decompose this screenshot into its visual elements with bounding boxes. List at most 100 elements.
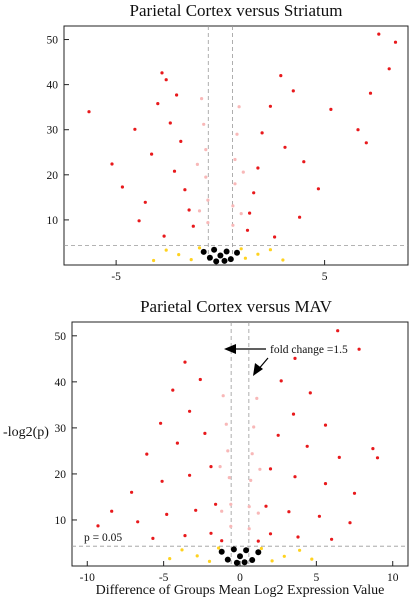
- x-tick-label: 5: [322, 271, 328, 283]
- data-point: [231, 204, 235, 208]
- data-point: [283, 145, 287, 149]
- data-point: [120, 185, 124, 189]
- data-point: [168, 557, 172, 561]
- data-point: [233, 559, 240, 566]
- data-point: [172, 169, 177, 173]
- data-point: [305, 444, 309, 448]
- data-point: [255, 549, 262, 556]
- x-tick-label: 0: [237, 572, 243, 584]
- data-point: [247, 527, 251, 531]
- data-point: [145, 452, 149, 456]
- data-point: [218, 548, 225, 555]
- data-point: [203, 431, 207, 435]
- y-tick-label: 40: [47, 80, 59, 92]
- data-point: [393, 40, 398, 44]
- data-point: [256, 511, 260, 515]
- data-point: [137, 219, 141, 223]
- data-point: [293, 356, 297, 360]
- data-point: [279, 379, 283, 383]
- data-point: [217, 546, 221, 550]
- data-point: [175, 93, 179, 97]
- data-point: [136, 520, 140, 524]
- data-point: [356, 128, 360, 132]
- x-tick-label: 10: [387, 572, 399, 584]
- data-point: [164, 248, 168, 252]
- data-point: [239, 212, 243, 216]
- data-point: [110, 162, 114, 166]
- data-point: [323, 482, 328, 486]
- data-point: [377, 32, 381, 36]
- y-tick-label: 10: [55, 515, 67, 527]
- p-value-annotation: p = 0.05: [84, 532, 122, 544]
- data-point: [209, 465, 213, 469]
- x-tick-label: 5: [313, 572, 319, 584]
- data-point: [293, 475, 297, 479]
- data-point: [260, 131, 264, 135]
- y-tick-label: 50: [55, 331, 67, 343]
- data-point: [213, 258, 220, 265]
- data-point: [302, 160, 306, 164]
- data-point: [195, 162, 199, 166]
- data-point: [268, 104, 272, 108]
- data-point: [133, 127, 137, 131]
- data-point: [204, 175, 208, 179]
- data-point: [183, 188, 187, 192]
- data-point: [218, 465, 222, 469]
- data-point: [204, 148, 208, 152]
- data-point: [281, 258, 285, 262]
- data-point: [209, 531, 213, 535]
- data-point: [221, 394, 225, 398]
- data-point: [234, 249, 240, 256]
- data-point: [256, 539, 260, 543]
- data-point: [249, 478, 253, 482]
- data-point: [298, 548, 302, 552]
- data-point: [223, 248, 230, 255]
- data-point: [162, 234, 166, 238]
- data-point: [229, 502, 233, 506]
- data-point: [270, 559, 274, 563]
- data-point: [171, 388, 175, 392]
- data-point: [165, 512, 169, 517]
- data-point: [245, 228, 250, 232]
- data-point: [241, 559, 248, 566]
- data-point: [229, 524, 233, 529]
- data-point: [250, 452, 254, 456]
- data-point: [160, 71, 164, 75]
- data-point: [287, 510, 291, 514]
- y-tick-label: 30: [47, 125, 59, 137]
- data-point: [247, 505, 251, 509]
- data-point: [151, 536, 155, 541]
- data-point: [110, 509, 114, 513]
- data-point: [156, 102, 160, 106]
- data-point: [375, 456, 380, 460]
- data-point: [282, 554, 286, 558]
- data-point: [195, 554, 199, 558]
- data-point: [291, 412, 296, 416]
- data-point: [217, 252, 224, 259]
- data-point: [164, 78, 168, 82]
- panel-striatum: Parietal Cortex versus Striatum 10 20 30 40…: [47, 1, 409, 283]
- data-point: [187, 208, 191, 212]
- data-point: [227, 256, 234, 263]
- data-point: [273, 235, 277, 239]
- data-point: [252, 191, 256, 195]
- data-point: [371, 447, 375, 451]
- data-point: [197, 209, 202, 213]
- data-point: [330, 537, 334, 541]
- fold-change-arrows: [224, 344, 269, 376]
- data-point: [198, 377, 202, 382]
- y-tick-label: 40: [55, 377, 67, 389]
- data-point: [317, 514, 321, 518]
- data-point: [206, 221, 210, 225]
- ticks-layer: 10 20 30 40 50 -10 -5 0 5 10: [55, 331, 399, 584]
- data-point: [177, 253, 181, 257]
- data-point: [336, 329, 340, 333]
- data-point: [188, 473, 192, 477]
- data-point: [352, 491, 357, 495]
- y-tick-label: 30: [55, 423, 67, 435]
- data-point: [96, 524, 100, 528]
- data-point: [221, 257, 228, 264]
- data-point: [150, 152, 154, 156]
